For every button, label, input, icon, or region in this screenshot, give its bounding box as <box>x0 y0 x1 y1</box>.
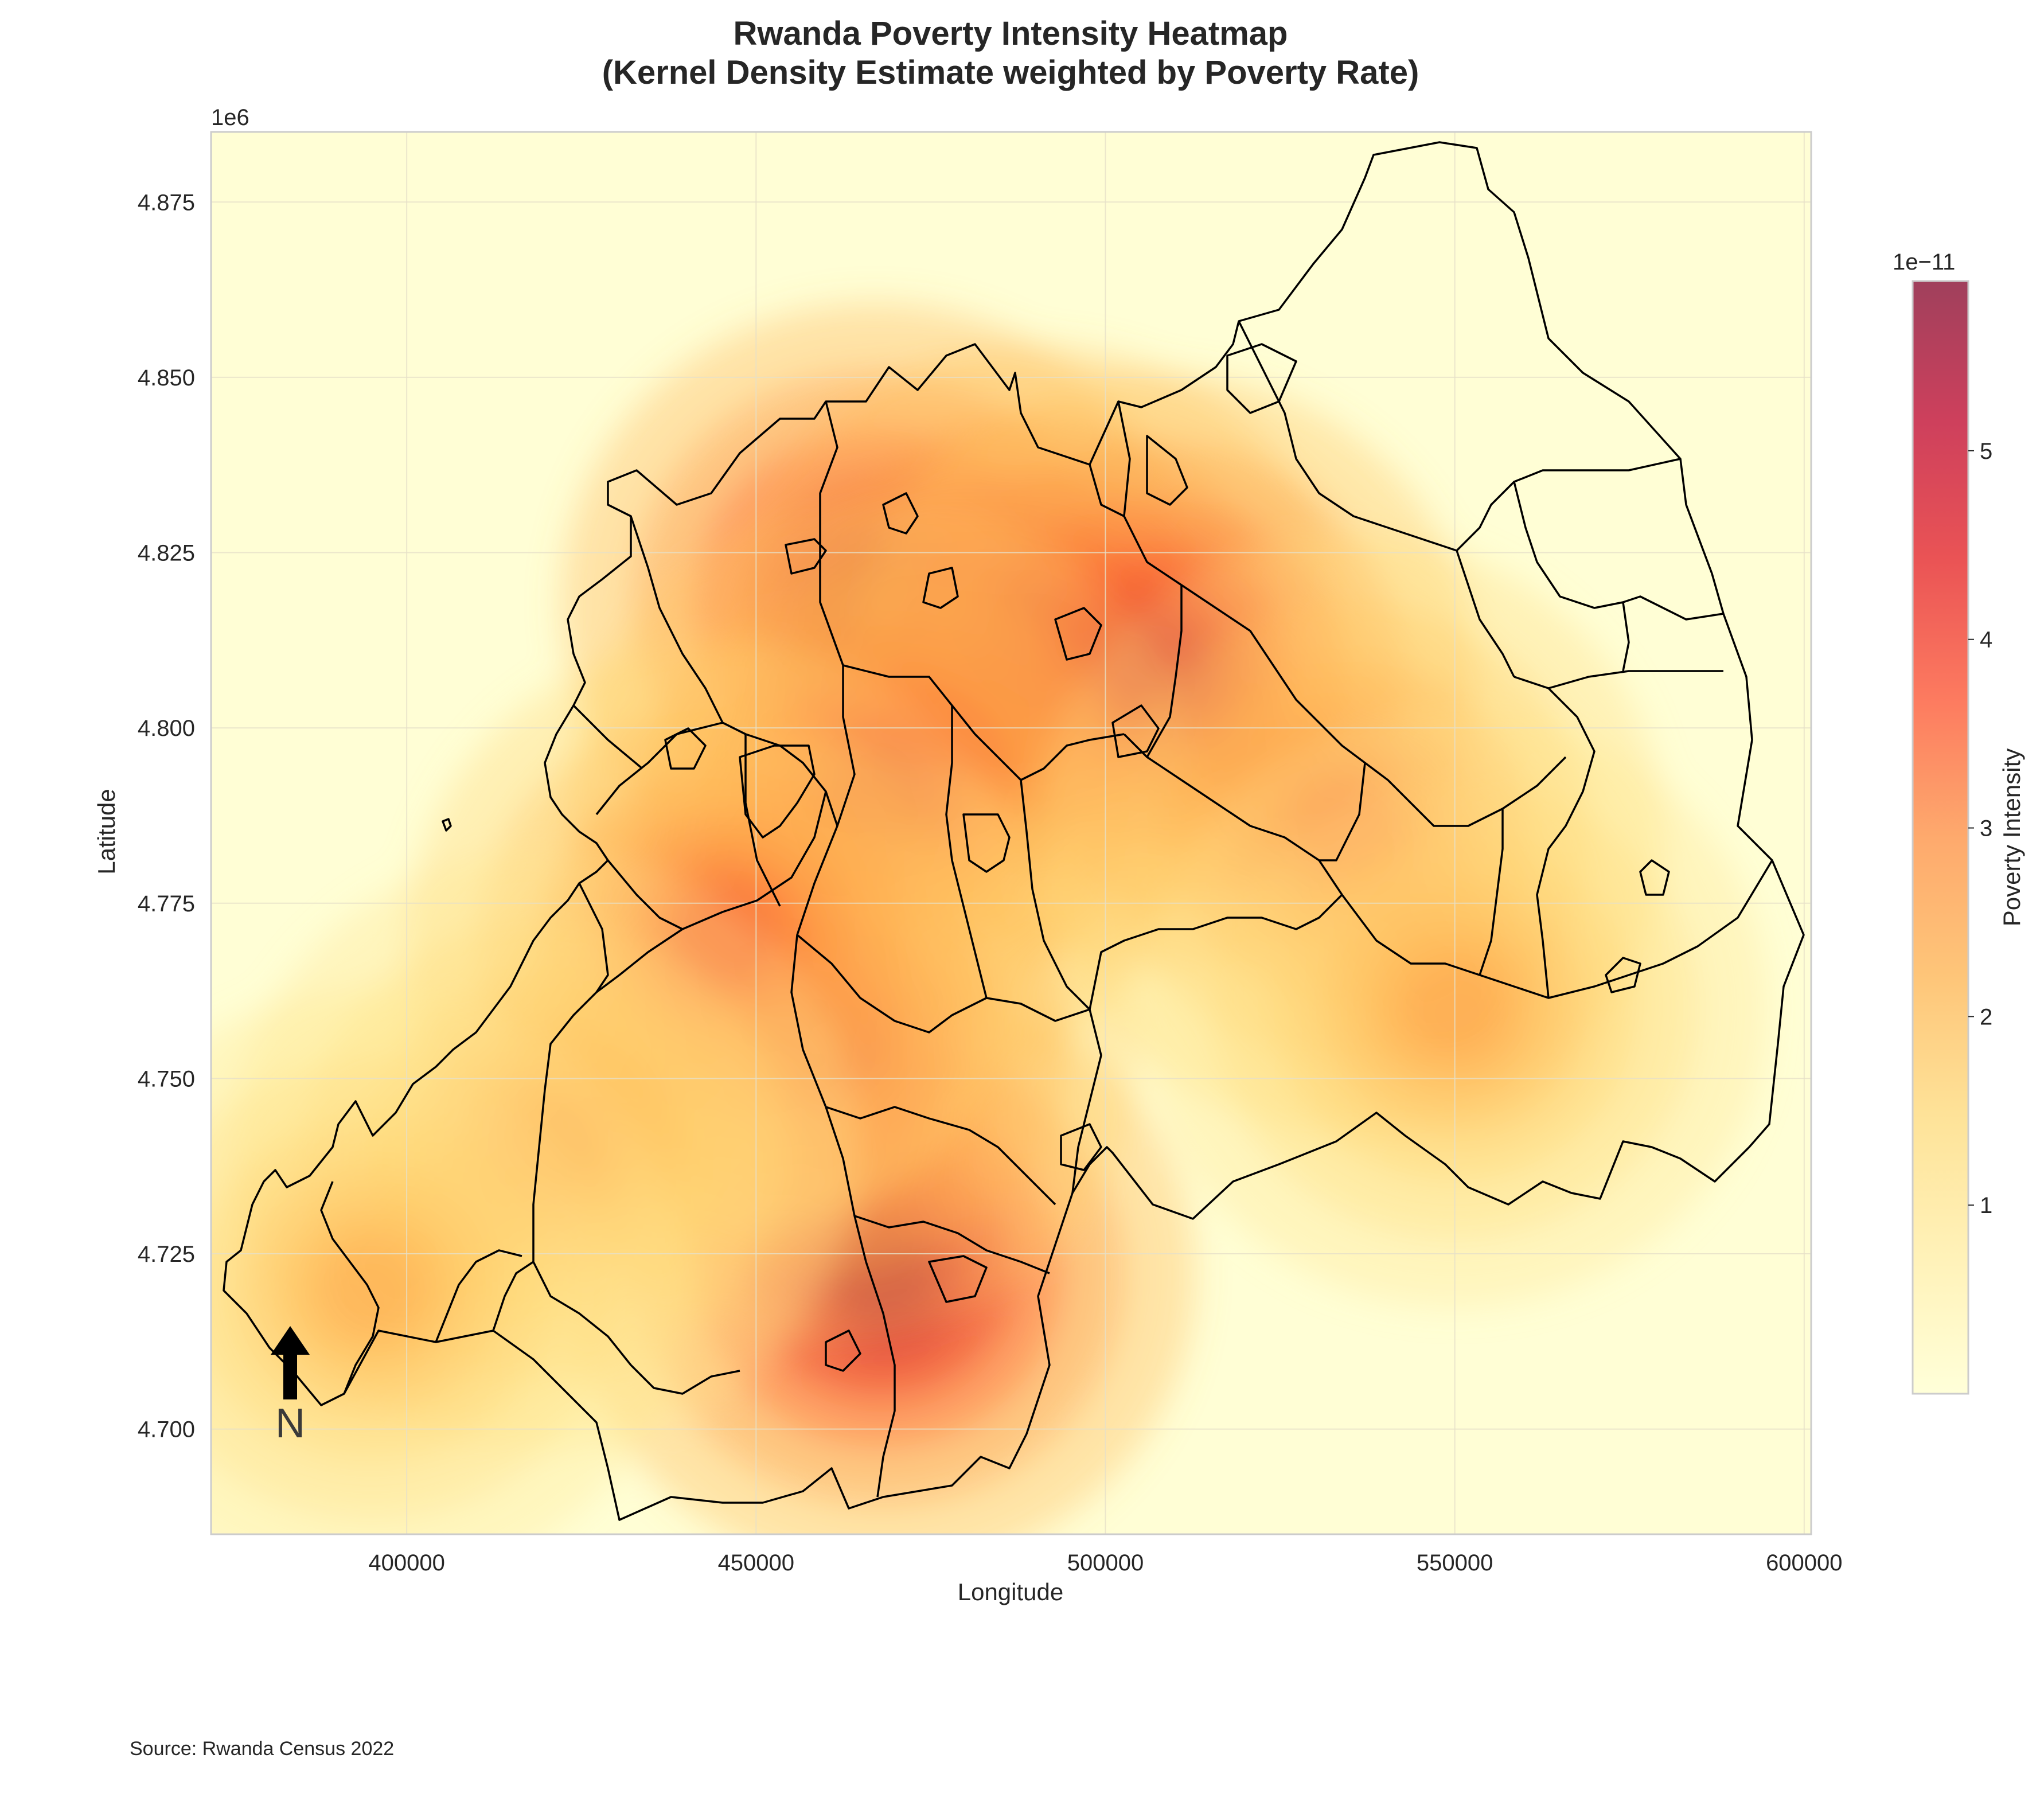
grid-lines <box>211 132 1811 1534</box>
x-tick-label: 450000 <box>718 1550 794 1576</box>
chart-title-line2: (Kernel Density Estimate weighted by Pov… <box>602 54 1419 91</box>
y-tick-label: 4.850 <box>138 365 195 391</box>
y-tick-label: 4.775 <box>138 891 195 917</box>
inner-boundaries-east <box>1089 321 1773 1010</box>
y-axis-offset: 1e6 <box>211 105 249 130</box>
colorbar-tick-label: 4 <box>1980 627 1992 653</box>
colorbar-ticks: 1 2 3 4 5 <box>1968 439 1992 1218</box>
district-boundaries <box>223 141 1805 1521</box>
x-axis-label: Longitude <box>958 1578 1064 1605</box>
colorbar-frame <box>1912 280 1969 1395</box>
y-tick-label: 4.700 <box>138 1417 195 1442</box>
plot-area <box>210 131 1812 1535</box>
x-tick-label: 550000 <box>1417 1550 1493 1576</box>
heat-blob <box>317 1237 426 1341</box>
y-tick-label: 4.875 <box>138 190 195 215</box>
plot-frame <box>210 131 1812 1535</box>
chart-title-line1: Rwanda Poverty Intensity Heatmap <box>734 15 1288 52</box>
colorbar-tick-label: 2 <box>1980 1004 1992 1030</box>
small-boundaries <box>664 343 1670 1372</box>
y-axis-label: Latitude <box>93 789 120 874</box>
x-axis-ticks: 400000 450000 500000 550000 600000 <box>368 1550 1842 1576</box>
north-arrow-icon <box>271 1326 310 1399</box>
north-arrow: N <box>271 1326 310 1446</box>
y-tick-label: 4.825 <box>138 541 195 566</box>
y-axis-ticks: 4.700 4.725 4.750 4.775 4.800 4.825 4.850 4.875 <box>138 190 195 1442</box>
colorbar-tick-label: 1 <box>1980 1193 1992 1218</box>
colorbar: 1 2 3 4 5 1e−11 Poverty Intensity <box>1893 249 2025 1395</box>
colorbar-gradient <box>1913 281 1968 1394</box>
colorbar-label: Poverty Intensity <box>1998 748 2025 926</box>
north-arrow-label: N <box>275 1401 305 1446</box>
x-tick-label: 500000 <box>1067 1550 1144 1576</box>
inner-boundaries-west <box>320 516 838 1395</box>
x-tick-label: 400000 <box>368 1550 444 1576</box>
y-tick-label: 4.725 <box>138 1242 195 1267</box>
colorbar-offset: 1e−11 <box>1893 249 1955 275</box>
country-outline <box>223 141 1805 1521</box>
x-tick-label: 600000 <box>1766 1550 1842 1576</box>
colorbar-tick-label: 3 <box>1980 816 1992 841</box>
source-note: Source: Rwanda Census 2022 <box>130 1738 394 1760</box>
y-tick-label: 4.750 <box>138 1066 195 1091</box>
y-tick-label: 4.800 <box>138 716 195 741</box>
heat-layer <box>211 303 1768 1534</box>
lake-island <box>442 818 452 832</box>
inner-boundaries-central <box>744 401 1125 1498</box>
colorbar-tick-label: 5 <box>1980 439 1992 464</box>
